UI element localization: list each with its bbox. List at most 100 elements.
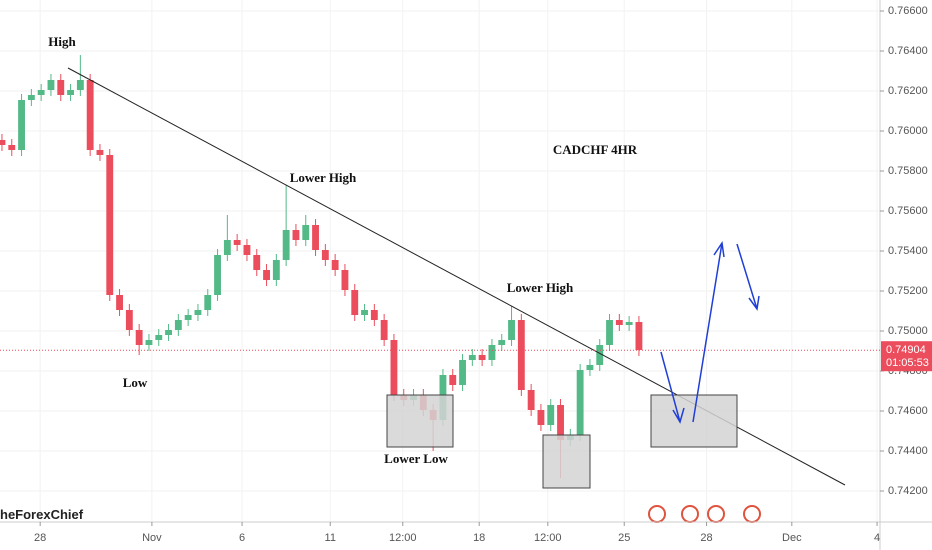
y-tick-label: 0.75400 <box>888 245 928 257</box>
x-tick-label: 28 <box>34 532 46 544</box>
x-tick-label: 11 <box>325 532 336 544</box>
candle-body <box>76 80 84 90</box>
y-tick-label: 0.74600 <box>888 405 928 417</box>
event-icon <box>707 505 725 523</box>
candle-body <box>96 150 104 155</box>
candle-body <box>27 95 35 100</box>
candle-body <box>351 290 359 315</box>
x-tick-label: 18 <box>473 532 485 544</box>
candle-body <box>0 140 6 145</box>
last-price-box <box>881 341 932 372</box>
y-tick-label: 0.76400 <box>888 45 928 57</box>
candle-body <box>194 310 202 315</box>
candle-body <box>557 405 564 440</box>
candle-body <box>449 375 457 385</box>
candle-body <box>498 340 506 345</box>
y-tick-label: 0.74400 <box>888 445 928 457</box>
candle-body <box>615 320 623 325</box>
last-price-label: 0.74904 <box>886 344 926 356</box>
candle-body <box>341 270 349 290</box>
candle-body <box>67 90 74 95</box>
candle-body <box>86 80 94 150</box>
candle-body <box>47 80 55 90</box>
candle-body <box>184 315 192 320</box>
candle-body <box>390 340 398 395</box>
annotation: Lower High <box>290 170 357 185</box>
candle-body <box>459 360 466 385</box>
event-icon <box>648 505 666 523</box>
candle-body <box>57 80 65 95</box>
candle-body <box>106 155 114 295</box>
candle-body <box>547 405 555 425</box>
candle-body <box>233 240 241 245</box>
candle-body <box>576 370 584 435</box>
candle-body <box>468 355 476 360</box>
candle-body <box>517 320 525 390</box>
x-tick-label: 28 <box>700 532 712 544</box>
y-tick-label: 0.76600 <box>888 5 928 17</box>
zone-box <box>542 434 591 489</box>
x-tick-label: 6 <box>239 532 245 544</box>
candle-body <box>312 225 319 250</box>
y-tick-label: 0.74200 <box>888 485 928 497</box>
candle-body <box>125 310 133 330</box>
candle-body <box>204 295 212 310</box>
candle-body <box>214 255 221 295</box>
event-icon <box>681 505 699 523</box>
candle-body <box>302 225 310 240</box>
annotation: Lower Low <box>384 451 448 466</box>
x-tick-label: 4 <box>874 532 880 544</box>
zone-box <box>650 394 738 448</box>
candle-body <box>37 90 45 95</box>
candle-body <box>174 320 182 330</box>
candle-body <box>145 340 153 345</box>
candle-body <box>380 320 388 340</box>
candle-body <box>223 240 231 255</box>
candle-body <box>586 365 594 370</box>
x-tick-label: 12:00 <box>534 532 562 544</box>
candle-body <box>361 310 368 315</box>
x-tick-label: 25 <box>618 532 630 544</box>
candle-body <box>488 345 496 360</box>
y-tick-label: 0.75600 <box>888 205 928 217</box>
y-tick-label: 0.75000 <box>888 325 928 337</box>
candle-body <box>135 330 143 345</box>
candle-body <box>243 245 251 255</box>
candle-body <box>272 260 280 280</box>
arrow <box>736 243 760 311</box>
candle-body <box>282 230 290 260</box>
candle-body <box>508 320 515 340</box>
arrow <box>692 240 725 423</box>
candle-body <box>527 390 535 410</box>
axes: 0.742000.744000.746000.748000.750000.752… <box>0 5 932 544</box>
candle-body <box>155 335 163 340</box>
candle-body <box>165 330 172 335</box>
arrow <box>660 351 685 424</box>
candle-body <box>321 250 329 260</box>
y-tick-label: 0.75800 <box>888 165 928 177</box>
x-tick-label: Nov <box>142 532 162 544</box>
event-icon <box>743 505 761 523</box>
candle-body <box>116 295 123 310</box>
x-tick-label: 12:00 <box>389 532 417 544</box>
candle-body <box>537 410 545 425</box>
annotation: High <box>48 34 76 49</box>
y-tick-label: 0.76000 <box>888 125 928 137</box>
x-tick-label: Dec <box>782 532 802 544</box>
annotation: Lower High <box>507 280 574 295</box>
candle-body <box>292 230 300 240</box>
candle-body <box>370 310 378 320</box>
countdown-label: 01:05:53 <box>886 357 929 369</box>
candle-body <box>596 345 604 365</box>
y-tick-label: 0.75200 <box>888 285 928 297</box>
candle-body <box>331 260 339 270</box>
candle-body <box>263 270 270 280</box>
chart-title: CADCHF 4HR <box>553 142 638 157</box>
candle-body <box>253 255 261 270</box>
y-tick-label: 0.76200 <box>888 85 928 97</box>
annotation: Low <box>123 375 148 390</box>
candle-body <box>635 322 643 350</box>
candle-body <box>625 322 633 325</box>
